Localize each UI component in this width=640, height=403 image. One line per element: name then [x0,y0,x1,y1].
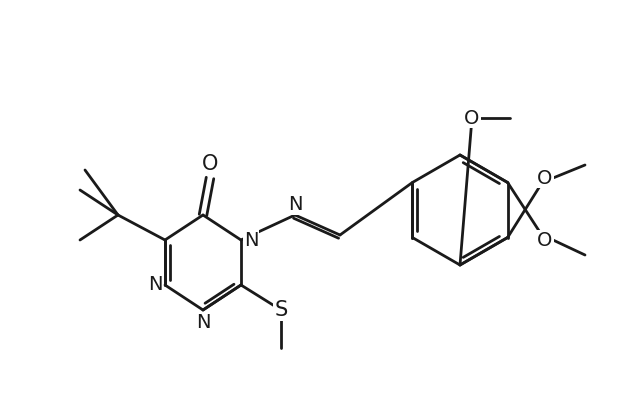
Text: N: N [148,276,163,295]
Text: N: N [196,312,211,332]
Text: N: N [288,195,302,214]
Text: N: N [244,231,259,249]
Text: S: S [275,300,287,320]
Text: O: O [538,231,553,249]
Text: O: O [538,168,553,187]
Text: O: O [202,154,218,174]
Text: O: O [464,108,480,127]
